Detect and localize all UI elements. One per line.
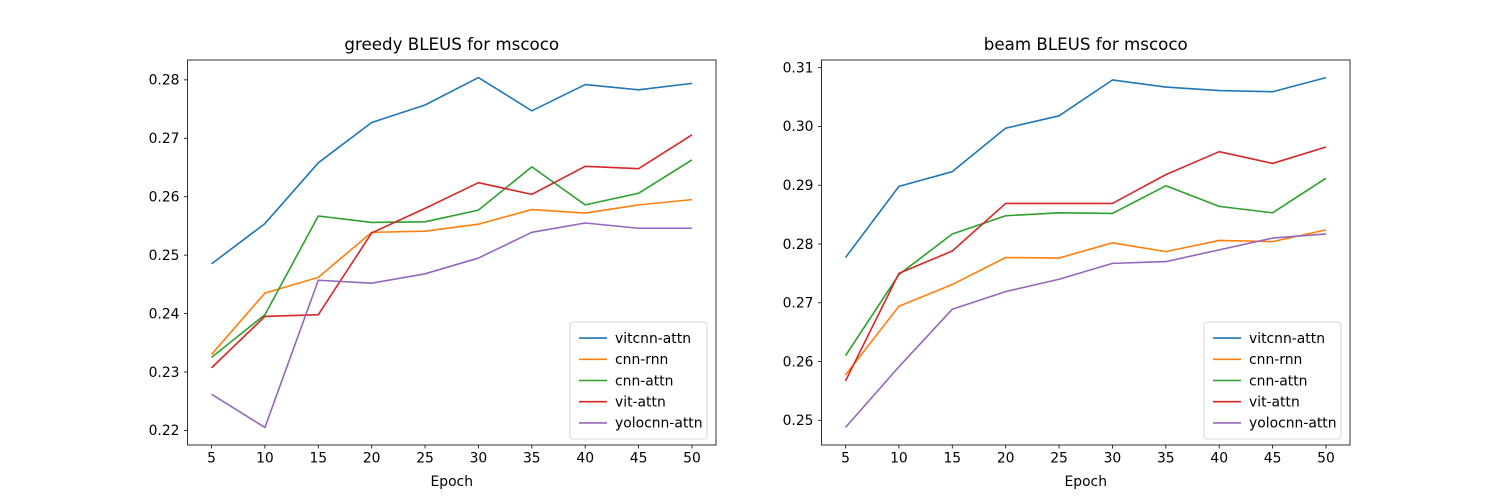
x-axis-label: Epoch bbox=[430, 474, 473, 490]
series-line-vitcnn-attn bbox=[211, 76, 693, 265]
x-tick-label: 15 bbox=[309, 451, 327, 467]
x-tick-label: 50 bbox=[1317, 451, 1335, 467]
x-tick-label: 20 bbox=[363, 451, 381, 467]
x-tick-label: 30 bbox=[470, 451, 488, 467]
legend-label-cnn-attn: cnn-attn bbox=[1249, 373, 1307, 389]
legend-label-cnn-rnn: cnn-rnn bbox=[1249, 352, 1302, 368]
y-tick-label: 0.26 bbox=[783, 354, 814, 370]
x-tick-label: 50 bbox=[683, 451, 701, 467]
legend-label-yolocnn-attn: yolocnn-attn bbox=[1249, 416, 1337, 432]
chart-beam: 5 10 15 20 25 30 35 40 45 500.250.260.270.280.290… bbox=[783, 34, 1351, 490]
y-tick-label: 0.26 bbox=[149, 190, 180, 206]
y-axis: 0.25 0.26 0.27 0.28 0.29 0.30 0.31 bbox=[783, 60, 822, 429]
y-tick-label: 0.30 bbox=[783, 119, 814, 135]
x-tick-label: 5 bbox=[841, 451, 850, 467]
legend-label-cnn-rnn: cnn-rnn bbox=[615, 352, 668, 368]
x-tick-label: 10 bbox=[890, 451, 908, 467]
series-line-cnn-attn bbox=[211, 159, 693, 358]
legend-label-vitcnn-attn: vitcnn-attn bbox=[615, 331, 691, 347]
chart-title: beam BLEUS for mscoco bbox=[984, 34, 1188, 54]
x-tick-label: 40 bbox=[1210, 451, 1228, 467]
series-line-yolocnn-attn bbox=[211, 222, 692, 429]
x-axis: 5 10 15 20 25 30 35 40 45 50 bbox=[841, 445, 1335, 467]
legend-label-vit-attn: vit-attn bbox=[615, 395, 666, 411]
x-tick-label: 40 bbox=[576, 451, 594, 467]
x-tick-label: 10 bbox=[256, 451, 274, 467]
legend-label-cnn-attn: cnn-attn bbox=[615, 373, 673, 389]
x-tick-label: 35 bbox=[1157, 451, 1175, 467]
y-tick-label: 0.23 bbox=[149, 365, 180, 381]
x-tick-label: 20 bbox=[997, 451, 1015, 467]
x-tick-label: 45 bbox=[630, 451, 648, 467]
x-axis: 5 10 15 20 25 30 35 40 45 50 bbox=[207, 445, 701, 467]
chart-title: greedy BLEUS for mscoco bbox=[344, 34, 559, 54]
series-line-cnn-rnn bbox=[210, 198, 693, 355]
x-tick-label: 25 bbox=[1050, 451, 1068, 467]
legend-frame bbox=[569, 321, 708, 440]
legend-label-vitcnn-attn: vitcnn-attn bbox=[1249, 331, 1325, 347]
x-tick-label: 30 bbox=[1104, 451, 1122, 467]
chart-greedy: 5 10 15 20 25 30 35 40 45 500.220.230.240.250.260… bbox=[149, 34, 717, 490]
x-tick-label: 25 bbox=[416, 451, 434, 467]
y-axis: 0.22 0.23 0.24 0.25 0.26 0.27 0.28 bbox=[149, 73, 188, 439]
y-tick-label: 0.28 bbox=[783, 237, 814, 253]
y-tick-label: 0.24 bbox=[149, 306, 180, 322]
series-line-yolocnn-attn bbox=[844, 233, 1327, 428]
legend: vitcnn-attn cnn-rnn cnn-attn vit-attn yolocn… bbox=[569, 321, 708, 440]
x-tick-label: 45 bbox=[1264, 451, 1282, 467]
series-line-vit-attn bbox=[844, 146, 1327, 382]
series-line-vit-attn bbox=[210, 134, 693, 369]
legend-frame bbox=[1203, 321, 1342, 440]
series-line-cnn-attn bbox=[844, 177, 1327, 357]
legend-label-yolocnn-attn: yolocnn-attn bbox=[615, 416, 703, 432]
y-tick-label: 0.25 bbox=[149, 248, 180, 264]
y-tick-label: 0.22 bbox=[149, 423, 180, 439]
x-axis-label: Epoch bbox=[1064, 474, 1107, 490]
y-tick-label: 0.29 bbox=[783, 178, 814, 194]
y-tick-label: 0.27 bbox=[149, 131, 180, 147]
y-tick-label: 0.28 bbox=[149, 73, 180, 89]
x-tick-label: 15 bbox=[943, 451, 961, 467]
legend: vitcnn-attn cnn-rnn cnn-attn vit-attn yolocn… bbox=[1203, 321, 1342, 440]
y-tick-label: 0.27 bbox=[783, 296, 814, 312]
legend-label-vit-attn: vit-attn bbox=[1249, 395, 1300, 411]
y-tick-label: 0.25 bbox=[783, 413, 814, 429]
series-line-vitcnn-attn bbox=[844, 76, 1327, 258]
x-tick-label: 35 bbox=[523, 451, 541, 467]
y-tick-label: 0.31 bbox=[783, 60, 814, 76]
plot-spines bbox=[187, 59, 717, 446]
series-line-cnn-rnn bbox=[844, 229, 1327, 376]
plot-spines bbox=[821, 59, 1351, 446]
x-tick-label: 5 bbox=[207, 451, 216, 467]
